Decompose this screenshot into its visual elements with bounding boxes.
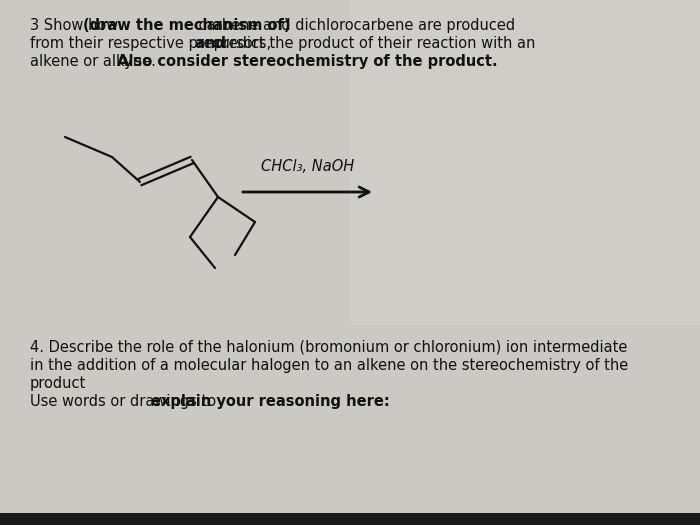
Text: (draw the mechanism of): (draw the mechanism of) (83, 18, 290, 33)
Text: from their respective precursors,: from their respective precursors, (30, 36, 271, 51)
Text: explain your reasoning here:: explain your reasoning here: (151, 394, 390, 409)
Text: CHCl₃, NaOH: CHCl₃, NaOH (261, 159, 354, 174)
Text: 3 Show how: 3 Show how (30, 18, 123, 33)
Bar (0, 513, 700, 525)
Text: alkene or alkyne.: alkene or alkyne. (30, 54, 156, 69)
Text: product: product (30, 376, 86, 391)
Text: 4. Describe the role of the halonium (bromonium or chloronium) ion intermediate: 4. Describe the role of the halonium (br… (30, 340, 627, 355)
Text: and: and (190, 36, 225, 51)
Bar (350, 0, 700, 325)
Text: Use words or drawings to: Use words or drawings to (30, 394, 220, 409)
Text: predict the product of their reaction with an: predict the product of their reaction wi… (209, 36, 536, 51)
Text: carbene and dichlorocarbene are produced: carbene and dichlorocarbene are produced (195, 18, 515, 33)
Text: Also consider stereochemistry of the product.: Also consider stereochemistry of the pro… (112, 54, 498, 69)
Text: in the addition of a molecular halogen to an alkene on the stereochemistry of th: in the addition of a molecular halogen t… (30, 358, 629, 373)
